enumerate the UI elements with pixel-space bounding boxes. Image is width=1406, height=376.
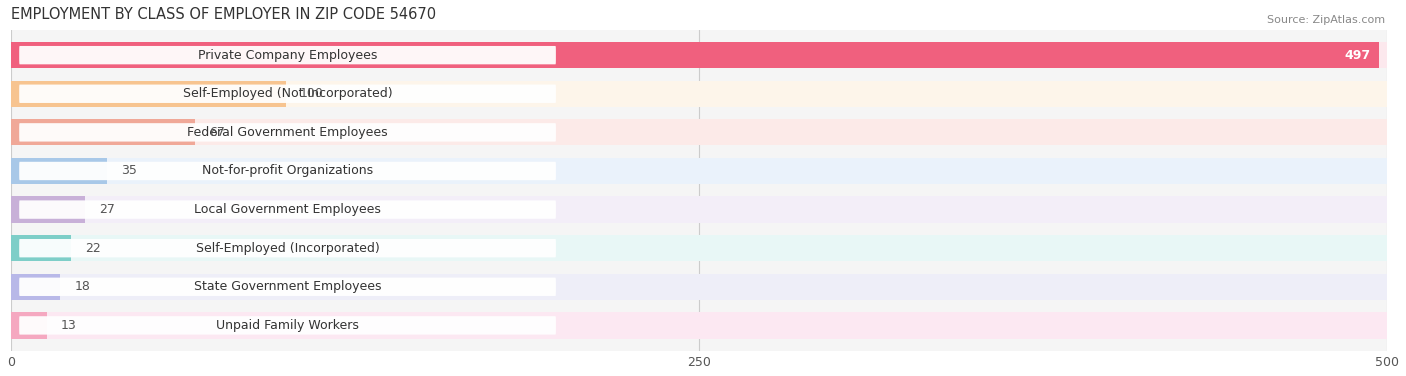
Text: 35: 35 [121,164,136,177]
Bar [11,235,1388,261]
Bar [11,274,1388,300]
Text: Source: ZipAtlas.com: Source: ZipAtlas.com [1267,15,1385,25]
FancyBboxPatch shape [20,277,555,296]
Bar [11,119,195,146]
Text: 497: 497 [1344,49,1371,62]
Text: 22: 22 [86,242,101,255]
Text: Federal Government Employees: Federal Government Employees [187,126,388,139]
Bar [11,196,1388,223]
Bar [11,274,60,300]
Text: 27: 27 [98,203,115,216]
Text: 100: 100 [299,87,323,100]
FancyBboxPatch shape [20,162,555,180]
Text: State Government Employees: State Government Employees [194,280,381,293]
FancyBboxPatch shape [20,239,555,258]
Bar [11,235,72,261]
Bar [11,158,107,184]
Bar [11,158,1388,184]
Text: Self-Employed (Incorporated): Self-Employed (Incorporated) [195,242,380,255]
Text: Unpaid Family Workers: Unpaid Family Workers [217,319,359,332]
Bar [11,42,1379,68]
Bar [11,42,1388,68]
Bar [11,80,287,107]
FancyBboxPatch shape [20,316,555,335]
Bar [11,312,1388,338]
FancyBboxPatch shape [20,46,555,64]
FancyBboxPatch shape [20,123,555,141]
FancyBboxPatch shape [20,200,555,219]
Text: Self-Employed (Not Incorporated): Self-Employed (Not Incorporated) [183,87,392,100]
Text: Local Government Employees: Local Government Employees [194,203,381,216]
Text: 18: 18 [75,280,90,293]
Text: Private Company Employees: Private Company Employees [198,49,377,62]
Text: Not-for-profit Organizations: Not-for-profit Organizations [202,164,373,177]
Text: EMPLOYMENT BY CLASS OF EMPLOYER IN ZIP CODE 54670: EMPLOYMENT BY CLASS OF EMPLOYER IN ZIP C… [11,7,436,22]
Bar [11,312,46,338]
Bar [11,196,86,223]
Bar [11,119,1388,146]
Text: 13: 13 [60,319,76,332]
Bar [11,80,1388,107]
FancyBboxPatch shape [20,85,555,103]
Text: 67: 67 [209,126,225,139]
